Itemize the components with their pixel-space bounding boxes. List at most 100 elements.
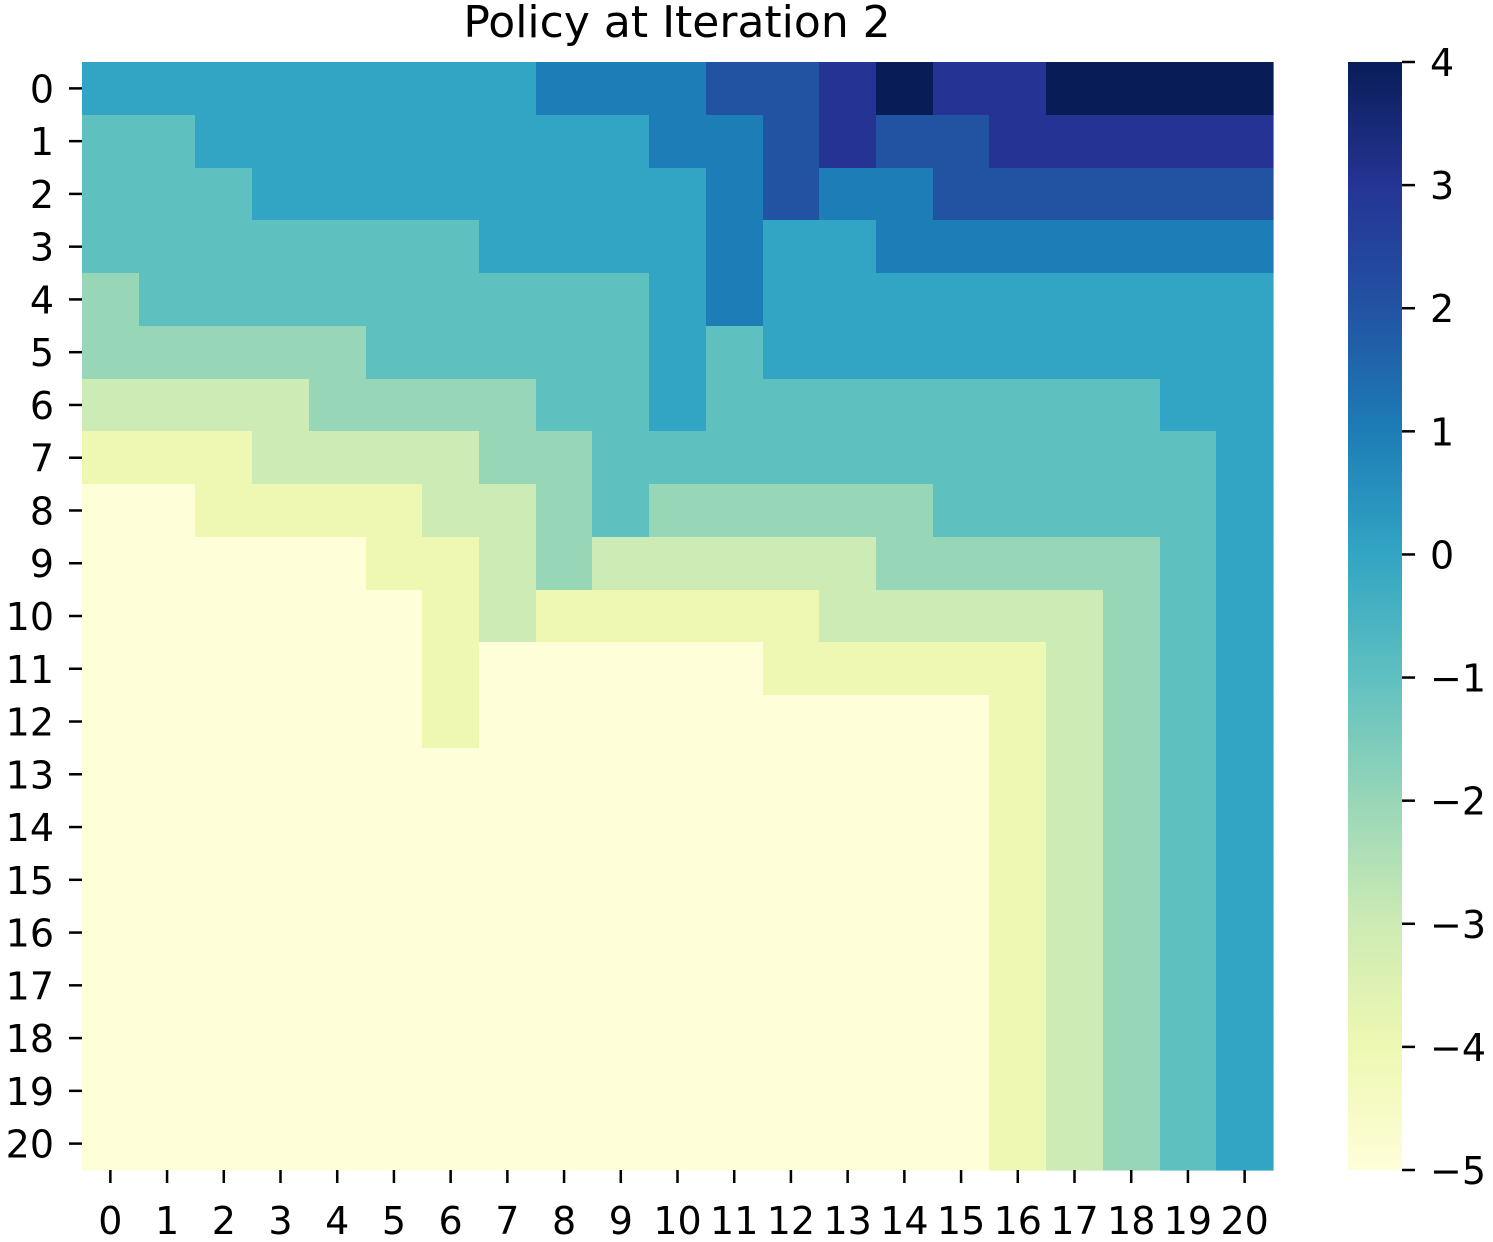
heatmap-cell bbox=[536, 801, 593, 854]
heatmap-cell bbox=[252, 326, 310, 380]
heatmap-cell bbox=[1160, 853, 1217, 907]
heatmap-cell bbox=[1160, 220, 1217, 274]
heatmap-cell bbox=[1046, 853, 1104, 907]
heatmap-cell bbox=[1216, 853, 1274, 907]
heatmap-cell bbox=[649, 115, 707, 169]
heatmap-cell bbox=[479, 695, 537, 749]
heatmap-cell bbox=[309, 537, 367, 591]
y-tick-label: 7 bbox=[30, 437, 54, 481]
heatmap-cell bbox=[309, 220, 367, 274]
y-tick-label: 4 bbox=[30, 278, 54, 322]
heatmap-cell bbox=[422, 959, 480, 1013]
heatmap-cell bbox=[989, 959, 1047, 1013]
heatmap-cell bbox=[933, 273, 990, 327]
heatmap-cell bbox=[139, 326, 196, 380]
heatmap-cell bbox=[1160, 748, 1217, 802]
colorbar-tick-label: −2 bbox=[1430, 780, 1486, 824]
heatmap-cell bbox=[1216, 379, 1274, 432]
x-tick-label: 0 bbox=[98, 1199, 122, 1242]
x-tick-label: 5 bbox=[382, 1199, 406, 1242]
heatmap-cell bbox=[309, 695, 367, 749]
heatmap-cell bbox=[366, 695, 423, 749]
heatmap-cell bbox=[819, 537, 877, 591]
heatmap-cell bbox=[479, 537, 537, 591]
heatmap-cell bbox=[876, 62, 934, 116]
heatmap-cell bbox=[763, 379, 820, 432]
heatmap-cell bbox=[536, 590, 593, 643]
heatmap-cell bbox=[592, 273, 650, 327]
heatmap-cell bbox=[763, 220, 820, 274]
y-tick-label: 1 bbox=[30, 120, 54, 164]
heatmap-cell bbox=[479, 748, 537, 802]
heatmap-cell bbox=[82, 326, 140, 380]
heatmap-cell bbox=[592, 168, 650, 221]
heatmap-cell bbox=[933, 484, 990, 538]
heatmap-cell bbox=[1103, 115, 1161, 169]
heatmap-cell bbox=[366, 1064, 423, 1118]
heatmap-cell bbox=[876, 906, 934, 960]
heatmap-cell bbox=[1103, 590, 1161, 643]
x-tick-label: 8 bbox=[552, 1199, 576, 1242]
heatmap-cell bbox=[82, 273, 140, 327]
heatmap-cell bbox=[366, 1117, 423, 1171]
heatmap-cell bbox=[819, 62, 877, 116]
heatmap-cell bbox=[1103, 431, 1161, 485]
heatmap-cell bbox=[82, 906, 140, 960]
heatmap-cell bbox=[195, 801, 253, 854]
heatmap-cell bbox=[876, 590, 934, 643]
heatmap-cell bbox=[933, 431, 990, 485]
heatmap-cell bbox=[366, 431, 423, 485]
heatmap-cell bbox=[1046, 1117, 1104, 1171]
x-axis: 0 1 2 3 4 5 6 7 8 9 10 11 12 13 14 15 16 17 18 19 20 bbox=[98, 1170, 1269, 1242]
heatmap-cell bbox=[252, 959, 310, 1013]
heatmap-cell bbox=[763, 906, 820, 960]
heatmap-cell bbox=[592, 695, 650, 749]
heatmap-cell bbox=[933, 168, 990, 221]
heatmap-cell bbox=[819, 1064, 877, 1118]
heatmap-cell bbox=[1216, 748, 1274, 802]
heatmap-cell bbox=[252, 273, 310, 327]
heatmap-cell bbox=[649, 642, 707, 696]
heatmap-cell bbox=[1216, 326, 1274, 380]
heatmap-cell bbox=[82, 431, 140, 485]
heatmap-cell bbox=[592, 590, 650, 643]
heatmap-cell bbox=[1160, 62, 1217, 116]
heatmap-cell bbox=[1216, 906, 1274, 960]
heatmap-cell bbox=[876, 853, 934, 907]
x-tick-label: 12 bbox=[767, 1199, 815, 1242]
heatmap-cell bbox=[536, 906, 593, 960]
heatmap-cell bbox=[82, 1064, 140, 1118]
heatmap-cell bbox=[649, 748, 707, 802]
heatmap-cell bbox=[422, 326, 480, 380]
heatmap-cell bbox=[1216, 1117, 1274, 1171]
heatmap-cell bbox=[706, 220, 764, 274]
heatmap-cell bbox=[82, 642, 140, 696]
heatmap-cell bbox=[1160, 326, 1217, 380]
heatmap-cell bbox=[366, 748, 423, 802]
heatmap-cell bbox=[195, 590, 253, 643]
heatmap-cell bbox=[536, 959, 593, 1013]
heatmap-cell bbox=[252, 590, 310, 643]
heatmap-cell bbox=[252, 695, 310, 749]
heatmap-cell bbox=[536, 220, 593, 274]
heatmap-cell bbox=[252, 220, 310, 274]
heatmap-cell bbox=[252, 748, 310, 802]
heatmap-cell bbox=[309, 273, 367, 327]
y-tick-label: 10 bbox=[6, 595, 54, 639]
heatmap-cell bbox=[479, 168, 537, 221]
y-tick-label: 8 bbox=[30, 489, 54, 533]
heatmap-cell bbox=[1160, 537, 1217, 591]
heatmap-cell bbox=[819, 168, 877, 221]
heatmap-cell bbox=[933, 590, 990, 643]
heatmap-cell bbox=[479, 906, 537, 960]
heatmap-cell bbox=[309, 379, 367, 432]
heatmap-cell bbox=[1216, 959, 1274, 1013]
heatmap-cell bbox=[763, 959, 820, 1013]
heatmap-cell bbox=[82, 115, 140, 169]
heatmap-cell bbox=[479, 642, 537, 696]
heatmap-cell bbox=[139, 959, 196, 1013]
heatmap-cell bbox=[876, 220, 934, 274]
heatmap-cell bbox=[139, 906, 196, 960]
